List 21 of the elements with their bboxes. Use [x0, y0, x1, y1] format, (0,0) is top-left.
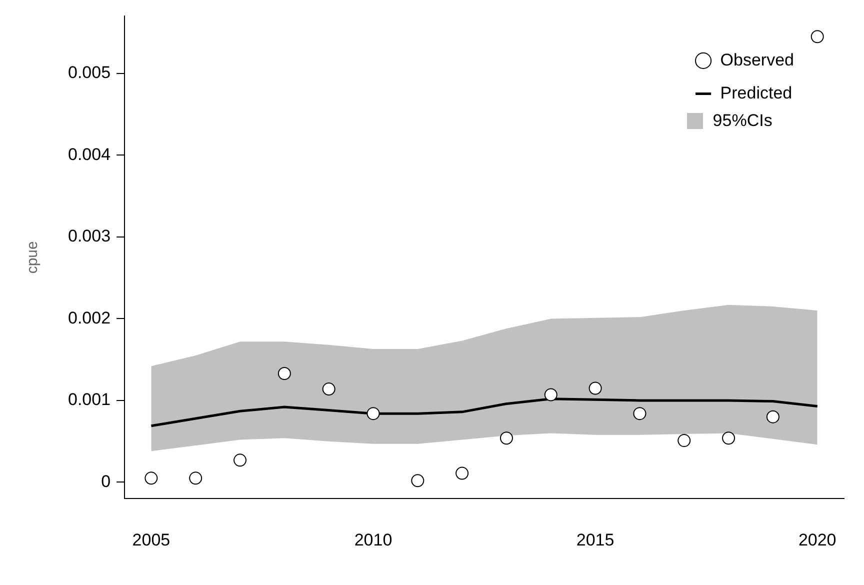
x-tick-label: 2020 [798, 530, 836, 550]
x-tick-label: 2015 [576, 530, 614, 550]
point [633, 407, 646, 420]
point [544, 388, 558, 402]
y-tick-label: 0.001 [68, 390, 111, 410]
point [322, 382, 336, 396]
y-tick-label: 0.003 [68, 226, 111, 246]
legend-label: Predicted [720, 83, 792, 102]
y-axis-title: cpue [24, 241, 42, 274]
point [766, 410, 780, 424]
point [588, 382, 602, 395]
y-tick-label: 0.002 [68, 308, 111, 328]
x-tick-label: 2010 [354, 530, 392, 550]
x-tick-label: 2005 [132, 530, 170, 550]
y-tick-label: 0 [101, 472, 111, 491]
legend-label: Observed [720, 50, 794, 70]
y-tick-label: 0.005 [68, 63, 111, 82]
point [366, 407, 380, 420]
point [278, 367, 291, 380]
annotation: 95%CIs [712, 111, 772, 132]
y-tick-label: 0.004 [68, 144, 111, 164]
